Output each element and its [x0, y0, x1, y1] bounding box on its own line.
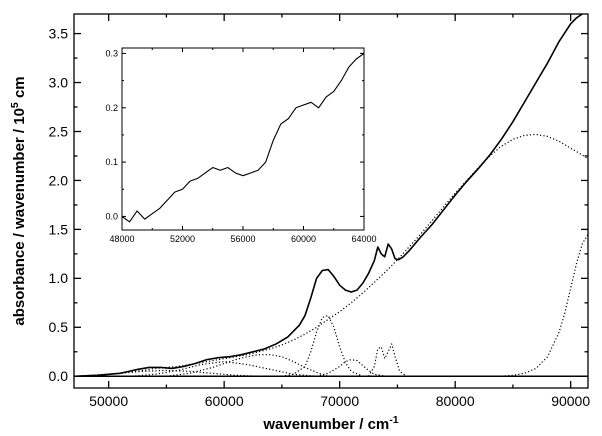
main-xtick-label-0: 50000: [89, 393, 128, 409]
inset-series-group: [122, 52, 364, 223]
inset-xtick-label-3: 60000: [291, 234, 316, 244]
main-series-4-line: [316, 359, 386, 377]
main-xlabel: wavenumber / cm-1: [262, 414, 398, 433]
main-xtick-label-2: 70000: [320, 393, 359, 409]
inset-ytick-label-3: 0.3: [105, 49, 118, 59]
inset-xtick-label-4: 64000: [351, 234, 376, 244]
main-xtick-label-4: 90000: [551, 393, 590, 409]
inset-ytick-label-0: 0.0: [105, 212, 118, 222]
main-ytick-label-6: 3.0: [49, 74, 69, 90]
main-ytick-label-5: 2.5: [49, 123, 69, 139]
main-ylabel-sup: 5: [9, 102, 21, 108]
main-ytick-label-7: 3.5: [49, 25, 69, 41]
inset-xtick-label-1: 52000: [170, 234, 195, 244]
main-series-8-line: [74, 369, 259, 377]
main-ytick-label-2: 1.0: [49, 270, 69, 286]
inset-plot: 48000 52000 56000 60000 64000 0.0 0.1 0.2 0.3: [105, 47, 377, 244]
main-ytick-label-3: 1.5: [49, 221, 69, 237]
main-ylabel-tail: cm: [11, 76, 28, 102]
main-ylabel-text: absorbance / wavenumber / 10: [11, 108, 28, 326]
inset-ytick-label-2: 0.2: [105, 103, 118, 113]
main-ytick-label-1: 0.5: [49, 319, 69, 335]
inset-xtick-label-0: 48000: [109, 234, 134, 244]
inset-xtick-label-2: 56000: [230, 234, 255, 244]
main-series-5-line: [368, 343, 408, 377]
main-series-2-line: [501, 233, 588, 377]
main-series-group: [74, 14, 588, 378]
main-series-1-line: [74, 133, 588, 377]
inset-background: [118, 48, 364, 230]
main-xlabel-text: wavenumber / cm: [262, 416, 389, 433]
main-xtick-label-1: 60000: [205, 393, 244, 409]
main-ylabel: absorbance / wavenumber / 105 cm: [9, 76, 28, 325]
main-xtick-label-3: 80000: [436, 393, 475, 409]
inset-ytick-label-1: 0.1: [105, 157, 118, 167]
main-plot: 50000 60000 70000 80000 90000 0.0 0.5 1.0 1.5 2.0…: [9, 13, 590, 433]
main-frame: [73, 13, 589, 389]
main-ytick-label-4: 2.0: [49, 172, 69, 188]
main-ytick-label-0: 0.0: [49, 368, 69, 384]
main-series-3-line: [281, 314, 363, 377]
inset-series-0-line: [122, 52, 364, 223]
main-xlabel-sup: -1: [389, 414, 398, 426]
main-series-0-line: [74, 14, 584, 378]
main-series-7-line: [131, 360, 317, 377]
